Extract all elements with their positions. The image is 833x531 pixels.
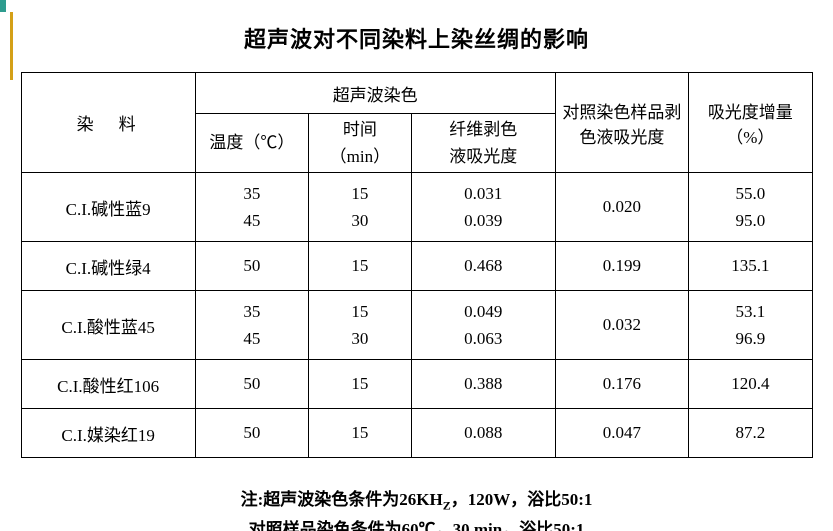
table-row: C.I.酸性蓝45 35 45 15 30 0.049 0.063 0.03 (21, 291, 812, 360)
table-row: C.I.酸性红106 50 15 0.388 0.176 120.4 (21, 360, 812, 409)
col-header-time: 时间（min） (308, 114, 411, 173)
page-title: 超声波对不同染料上染丝绸的影响 (0, 0, 833, 72)
cell-increase: 120.4 (689, 360, 812, 409)
cell-time: 15 (308, 242, 411, 291)
cell-time: 15 30 (308, 291, 411, 360)
cell-temp: 35 45 (195, 173, 308, 242)
data-table: 染 料 超声波染色 对照染色样品剥色液吸光度 吸光度增量（%） 温度（℃） 时间… (21, 72, 813, 458)
cell-dye: C.I.媒染红19 (21, 409, 195, 458)
cell-control-abs: 0.020 (555, 173, 689, 242)
cell-increase: 55.0 95.0 (689, 173, 812, 242)
cell-fiber-abs: 0.088 (411, 409, 555, 458)
footnote: 注:超声波染色条件为26KHZ，120W，浴比50:1 对照样品染色条件为60℃… (0, 486, 833, 531)
cell-time: 15 (308, 409, 411, 458)
col-header-ultrasonic-group: 超声波染色 (195, 73, 555, 114)
cell-temp: 50 (195, 242, 308, 291)
cell-control-abs: 0.047 (555, 409, 689, 458)
cell-increase: 53.1 96.9 (689, 291, 812, 360)
cell-temp: 35 45 (195, 291, 308, 360)
footnote-line-2: 对照样品染色条件为60℃，30 min，浴比50:1 (0, 516, 833, 531)
cell-dye: C.I.酸性蓝45 (21, 291, 195, 360)
cell-time: 15 30 (308, 173, 411, 242)
cell-fiber-abs: 0.388 (411, 360, 555, 409)
cell-dye: C.I.碱性绿4 (21, 242, 195, 291)
col-header-dye: 染 料 (21, 73, 195, 173)
table-row: C.I.碱性绿4 50 15 0.468 0.199 135.1 (21, 242, 812, 291)
cell-dye: C.I.酸性红106 (21, 360, 195, 409)
col-header-fiber-abs: 纤维剥色液吸光度 (411, 114, 555, 173)
cell-temp: 50 (195, 360, 308, 409)
cell-control-abs: 0.032 (555, 291, 689, 360)
cell-increase: 87.2 (689, 409, 812, 458)
cell-dye: C.I.碱性蓝9 (21, 173, 195, 242)
table-header-row-1: 染 料 超声波染色 对照染色样品剥色液吸光度 吸光度增量（%） (21, 73, 812, 114)
table-row: C.I.媒染红19 50 15 0.088 0.047 87.2 (21, 409, 812, 458)
cell-control-abs: 0.176 (555, 360, 689, 409)
cell-fiber-abs: 0.468 (411, 242, 555, 291)
cell-control-abs: 0.199 (555, 242, 689, 291)
cell-increase: 135.1 (689, 242, 812, 291)
table-row: C.I.碱性蓝9 35 45 15 30 0.031 0.039 0.020 (21, 173, 812, 242)
cell-time: 15 (308, 360, 411, 409)
col-header-temp: 温度（℃） (195, 114, 308, 173)
slide-accent-top (0, 0, 6, 12)
footnote-line-1: 注:超声波染色条件为26KHZ，120W，浴比50:1 (0, 486, 833, 516)
col-header-control-abs: 对照染色样品剥色液吸光度 (555, 73, 689, 173)
cell-fiber-abs: 0.049 0.063 (411, 291, 555, 360)
col-header-increase: 吸光度增量（%） (689, 73, 812, 173)
slide-accent-left (10, 12, 13, 80)
cell-fiber-abs: 0.031 0.039 (411, 173, 555, 242)
cell-temp: 50 (195, 409, 308, 458)
